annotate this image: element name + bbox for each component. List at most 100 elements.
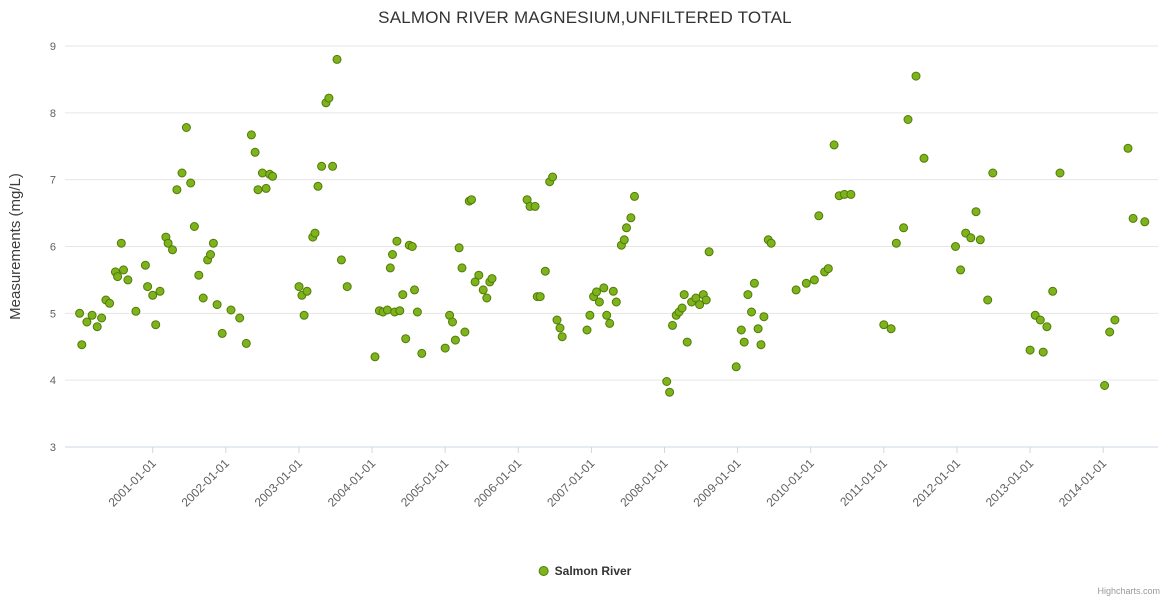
data-point[interactable] [474,270,484,280]
data-point[interactable] [123,275,133,285]
data-point[interactable] [194,270,204,280]
data-point[interactable] [388,250,397,259]
data-point[interactable] [801,278,811,288]
data-point[interactable] [983,295,993,305]
data-point[interactable] [186,178,196,188]
data-point[interactable] [206,250,215,259]
data-point[interactable] [679,290,689,300]
data-point[interactable] [891,238,901,248]
data-point[interactable] [662,377,672,386]
data-point[interactable] [302,286,312,296]
data-point[interactable] [181,123,191,132]
data-point[interactable] [1042,322,1052,332]
data-point[interactable] [535,292,545,302]
data-point[interactable] [310,228,320,238]
data-point[interactable] [622,223,631,233]
data-point[interactable] [766,238,776,248]
data-point[interactable] [131,306,141,316]
data-point[interactable] [261,183,271,193]
data-point[interactable] [172,185,182,195]
data-point[interactable] [342,282,352,292]
data-point[interactable] [682,337,692,347]
data-point[interactable] [450,335,460,345]
data-point[interactable] [1140,217,1150,227]
data-point[interactable] [823,264,833,274]
data-point[interactable] [77,340,87,350]
data-point[interactable] [487,274,497,284]
data-point[interactable] [268,171,278,181]
data-point[interactable] [407,242,417,251]
data-point[interactable] [457,263,467,273]
data-point[interactable] [736,325,746,335]
data-point[interactable] [460,327,470,337]
data-point[interactable] [530,201,540,211]
data-point[interactable] [829,140,839,150]
data-point[interactable] [113,272,123,282]
data-point[interactable] [250,147,260,157]
data-point[interactable] [198,293,208,303]
data-point[interactable] [814,211,824,221]
data-point[interactable] [294,282,304,292]
data-point[interactable] [317,161,327,171]
data-point[interactable] [332,54,342,64]
data-point[interactable] [956,265,966,275]
data-point[interactable] [548,172,558,182]
data-point[interactable] [739,337,749,347]
data-point[interactable] [608,286,618,296]
data-point[interactable] [467,195,476,205]
data-point[interactable] [1038,347,1048,357]
data-point[interactable] [988,168,998,178]
data-point[interactable] [879,320,889,330]
data-point[interactable] [677,303,687,313]
data-point[interactable] [410,285,419,295]
data-point[interactable] [313,181,323,191]
data-point[interactable] [1048,286,1058,296]
data-point[interactable] [1123,143,1133,153]
data-point[interactable] [1100,381,1110,390]
data-point[interactable] [919,153,929,163]
data-point[interactable] [975,235,985,245]
data-point[interactable] [1055,168,1065,178]
data-point[interactable] [540,266,550,276]
data-point[interactable] [668,320,677,330]
data-point[interactable] [665,387,675,397]
data-point[interactable] [630,191,639,201]
data-point[interactable] [759,312,769,322]
highcharts-credit-link[interactable]: Highcharts.com [1097,586,1160,596]
legend-item-salmon-river[interactable]: Salmon River [538,564,631,578]
data-point[interactable] [619,235,629,245]
data-point[interactable] [155,286,165,296]
data-point[interactable] [809,275,819,285]
data-point[interactable] [951,242,960,251]
data-point[interactable] [971,207,981,217]
data-point[interactable] [611,297,621,307]
data-point[interactable] [1105,327,1115,337]
data-point[interactable] [704,247,714,257]
data-point[interactable] [478,285,488,295]
data-point[interactable] [903,115,913,124]
data-point[interactable] [370,352,380,362]
data-point[interactable] [1025,345,1035,355]
data-point[interactable] [899,223,909,233]
data-point[interactable] [557,332,567,342]
data-point[interactable] [385,263,395,273]
data-point[interactable] [555,323,565,333]
data-point[interactable] [594,297,604,307]
data-point[interactable] [605,318,615,328]
data-point[interactable] [626,213,636,223]
data-point[interactable] [1128,213,1138,223]
data-point[interactable] [87,310,97,320]
data-point[interactable] [336,255,346,265]
data-point[interactable] [97,313,107,323]
data-point[interactable] [911,71,921,81]
data-point[interactable] [253,185,263,195]
data-point[interactable] [226,305,236,315]
data-point[interactable] [168,245,177,255]
data-point[interactable] [791,285,801,295]
data-point[interactable] [401,334,411,344]
data-point[interactable] [208,238,218,248]
data-point[interactable] [846,189,856,199]
data-point[interactable] [177,168,187,178]
data-point[interactable] [241,338,251,348]
data-point[interactable] [1110,315,1120,325]
